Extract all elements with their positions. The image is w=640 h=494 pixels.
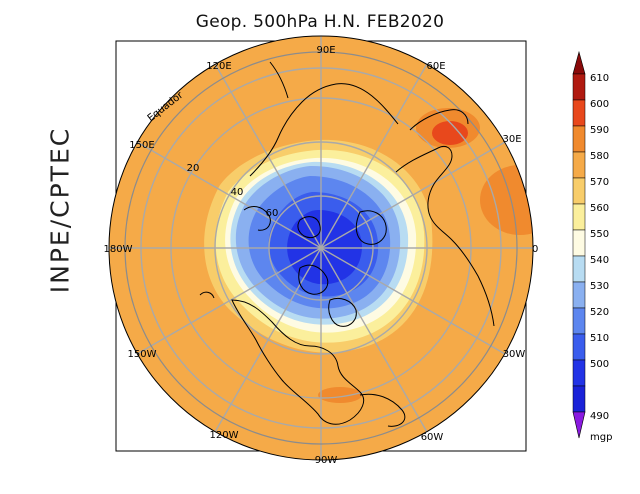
lon-label-90e: 90E — [316, 45, 335, 56]
contour-585-b — [318, 387, 362, 403]
colorbar-label-580: 580 — [590, 151, 609, 162]
colorbar-top-triangle — [572, 50, 586, 75]
colorbar-bin-595 — [572, 99, 586, 127]
colorbar-label-500: 500 — [590, 359, 609, 370]
colorbar-label-490: 490 — [590, 411, 609, 422]
lon-label-120w: 120W — [210, 430, 239, 441]
colorbar-label-560: 560 — [590, 203, 609, 214]
lat-label-60: 60 — [266, 208, 279, 219]
lon-label-30w: 30W — [503, 349, 526, 360]
lon-label-180w: 180W — [104, 244, 133, 255]
colorbar-bin-605 — [572, 73, 586, 101]
colorbar-bin-575 — [572, 151, 586, 179]
map-title: Geop. 500hPa H.N. FEB2020 — [195, 12, 445, 32]
colorbar-label-540: 540 — [590, 255, 609, 266]
longitude-labels: 90E 60E 30E 0 30W 60W 90W 120W 150W 180W… — [104, 45, 539, 466]
colorbar-bin-515 — [572, 307, 586, 335]
meridian-lines — [109, 36, 533, 460]
colorbar-label-550: 550 — [590, 229, 609, 240]
colorbar-label-610: 610 — [590, 73, 609, 84]
lon-label-150e: 150E — [129, 140, 154, 151]
geopotential-field — [109, 36, 533, 460]
colorbar-unit: mgp — [590, 432, 612, 443]
colorbar-bin-545 — [572, 229, 586, 257]
lon-label-60e: 60E — [426, 61, 445, 72]
colorbar-label-510: 510 — [590, 333, 609, 344]
colorbar-bin-585 — [572, 125, 586, 153]
colorbar-label-530: 530 — [590, 281, 609, 292]
coastlines — [199, 61, 495, 427]
colorbar-label-520: 520 — [590, 307, 609, 318]
lon-label-60w: 60W — [421, 432, 444, 443]
colorbar-bin-505 — [572, 333, 586, 361]
colorbar-bin-535 — [572, 255, 586, 283]
colorbar: 610 600 590 580 570 560 550 540 530 520 … — [572, 50, 612, 443]
colorbar-label-600: 600 — [590, 99, 609, 110]
lat-label-40: 40 — [231, 187, 244, 198]
colorbar-label-590: 590 — [590, 125, 609, 136]
lon-label-30e: 30E — [502, 134, 521, 145]
colorbar-label-570: 570 — [590, 177, 609, 188]
colorbar-bin-565 — [572, 177, 586, 205]
colorbar-bin-495 — [572, 359, 586, 387]
colorbar-bottom-triangle — [572, 411, 586, 439]
lon-label-120e: 120E — [206, 61, 231, 72]
contour-585-c — [480, 165, 533, 235]
lon-label-150w: 150W — [128, 349, 157, 360]
contour-595 — [432, 121, 468, 145]
colorbar-bin-555 — [572, 203, 586, 231]
map-boundary — [108, 35, 534, 461]
colorbar-bin-485 — [572, 385, 586, 413]
equator-circle — [124, 51, 518, 445]
colorbar-bin-525 — [572, 281, 586, 309]
lat-label-20: 20 — [187, 163, 200, 174]
lon-label-0: 0 — [532, 244, 538, 255]
lon-label-90w: 90W — [315, 455, 338, 466]
